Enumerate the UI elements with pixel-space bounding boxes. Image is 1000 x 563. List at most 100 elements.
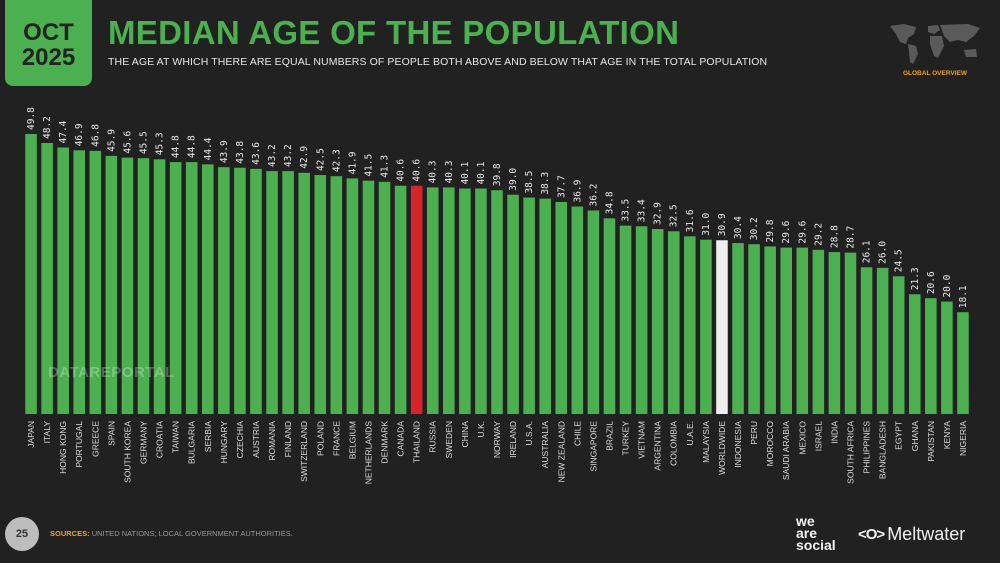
value-label: 40.1 — [460, 161, 471, 184]
value-label: 34.8 — [604, 191, 615, 214]
bar-malaysia — [700, 239, 712, 414]
value-label: 26.0 — [878, 241, 889, 264]
bar-kenya — [941, 301, 953, 414]
category-label: CZECHIA — [235, 421, 245, 459]
category-label: WORLDWIDE — [717, 421, 727, 475]
bar-croatia — [153, 159, 166, 414]
value-label: 30.4 — [733, 216, 744, 239]
bar-netherlands — [362, 180, 375, 414]
value-label: 38.5 — [524, 171, 535, 194]
bar-egypt — [892, 276, 905, 414]
category-label: SAUDI ARABIA — [781, 421, 791, 480]
category-label: IRELAND — [508, 421, 518, 458]
category-label: FRANCE — [331, 421, 341, 456]
value-label: 18.1 — [958, 285, 969, 308]
category-label: U.S.A. — [524, 421, 534, 446]
value-label: 44.4 — [203, 137, 214, 160]
category-label: TURKEY — [621, 421, 631, 456]
bar-thailand — [410, 185, 423, 414]
category-label: INDONESIA — [733, 421, 743, 468]
bar-china — [459, 188, 471, 414]
bar-singapore — [587, 210, 600, 414]
bar-u-a-e — [684, 236, 696, 414]
value-label: 45.6 — [122, 130, 133, 153]
bar-switzerland — [298, 172, 310, 414]
category-label: PORTUGAL — [74, 421, 84, 468]
bar-france — [330, 176, 343, 414]
value-label: 33.4 — [637, 199, 648, 222]
meltwater-eye-icon: <O> — [858, 526, 885, 543]
value-label: 21.3 — [910, 267, 921, 290]
bar-russia — [426, 187, 439, 414]
bar-finland — [282, 171, 294, 414]
category-label: NIGERIA — [958, 421, 968, 456]
category-label: NEW ZEALAND — [556, 421, 566, 482]
value-label: 47.4 — [58, 120, 69, 143]
bar-australia — [539, 198, 551, 414]
value-label: 42.5 — [315, 148, 326, 171]
bar-south-africa — [844, 252, 857, 414]
category-label: KENYA — [942, 421, 952, 450]
value-label: 32.9 — [653, 202, 664, 225]
bar-hungary — [218, 167, 230, 414]
bar-serbia — [201, 164, 214, 414]
bar-worldwide — [716, 240, 728, 414]
category-label: U.K. — [476, 421, 486, 438]
bar-bangladesh — [876, 267, 889, 414]
category-label: ISRAEL — [813, 421, 823, 452]
bar-mexico — [796, 247, 809, 414]
bar-portugal — [73, 150, 86, 414]
category-label: BANGLADESH — [878, 421, 888, 479]
bar-new-zealand — [555, 202, 568, 414]
bar-greece — [89, 150, 102, 414]
category-label: GERMANY — [139, 421, 149, 464]
value-label: 24.5 — [894, 249, 905, 272]
value-label: 44.8 — [187, 135, 198, 158]
value-label: 32.5 — [669, 204, 680, 227]
date-badge: OCT 2025 — [5, 0, 92, 86]
value-label: 20.0 — [942, 274, 953, 297]
category-label: GREECE — [90, 421, 100, 457]
category-label: ROMANIA — [267, 421, 277, 461]
section-label: GLOBAL OVERVIEW — [902, 70, 968, 77]
category-label: SOUTH AFRICA — [845, 421, 855, 484]
category-label: HONG KONG — [58, 421, 68, 474]
category-label: MOROCCO — [765, 421, 775, 467]
value-label: 45.5 — [139, 131, 150, 154]
category-label: RUSSIA — [428, 421, 438, 453]
category-label: PERU — [749, 421, 759, 445]
world-map-icon — [890, 24, 980, 64]
bar-taiwan — [169, 162, 182, 414]
category-label: PHILIPPINES — [862, 421, 872, 474]
value-label: 31.6 — [685, 209, 696, 232]
value-label: 29.6 — [797, 220, 808, 243]
category-label: SWITZERLAND — [299, 421, 309, 482]
bar-israel — [812, 249, 825, 414]
bar-belgium — [346, 178, 359, 414]
bar-germany — [137, 158, 150, 414]
category-label: THAILAND — [412, 421, 422, 463]
category-label: BULGARIA — [187, 421, 197, 464]
value-label: 29.2 — [813, 223, 824, 246]
value-label: 36.2 — [588, 184, 599, 207]
bar-pakistan — [925, 298, 937, 414]
bar-turkey — [619, 225, 632, 414]
value-label: 28.8 — [829, 225, 840, 248]
bar-italy — [41, 142, 53, 415]
value-label: 40.1 — [476, 161, 487, 184]
value-label: 40.3 — [428, 161, 439, 184]
category-label: PAKISTAN — [926, 421, 936, 462]
value-label: 41.9 — [347, 151, 358, 174]
bar-indonesia — [732, 243, 744, 414]
category-label: MEXICO — [797, 421, 807, 455]
value-label: 29.8 — [765, 219, 776, 242]
value-label: 39.8 — [492, 163, 503, 186]
value-label: 49.8 — [26, 107, 37, 130]
bar-ghana — [908, 294, 921, 414]
bar-argentina — [651, 229, 664, 414]
category-label: CHINA — [460, 421, 470, 448]
value-label: 48.2 — [42, 116, 53, 139]
bar-norway — [491, 190, 503, 414]
category-label: INDIA — [829, 421, 839, 444]
category-label: TAIWAN — [171, 421, 181, 453]
